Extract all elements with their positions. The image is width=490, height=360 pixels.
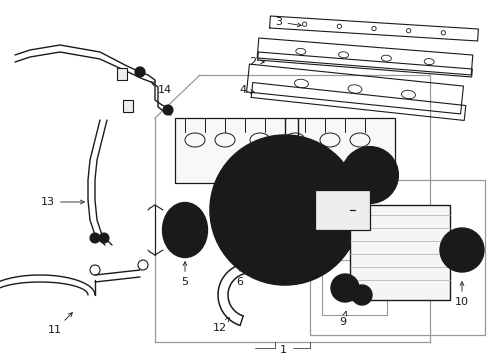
Circle shape xyxy=(260,168,360,268)
Text: 7: 7 xyxy=(310,235,346,245)
Circle shape xyxy=(260,185,310,235)
Bar xyxy=(117,68,127,80)
Bar xyxy=(315,190,370,230)
Circle shape xyxy=(163,105,173,115)
Ellipse shape xyxy=(224,210,256,250)
Circle shape xyxy=(440,228,484,272)
Bar xyxy=(310,180,485,335)
Circle shape xyxy=(342,147,398,203)
Text: 14: 14 xyxy=(151,82,172,95)
Ellipse shape xyxy=(163,202,207,257)
Text: 10: 10 xyxy=(455,282,469,307)
Bar xyxy=(175,118,395,183)
Bar xyxy=(350,205,450,300)
Text: 6: 6 xyxy=(237,262,244,287)
Text: 1: 1 xyxy=(279,345,287,355)
Circle shape xyxy=(352,285,372,305)
Text: 2: 2 xyxy=(249,57,264,67)
Circle shape xyxy=(210,135,360,285)
Text: 4: 4 xyxy=(240,85,254,95)
Text: 8: 8 xyxy=(337,165,343,186)
Text: 9: 9 xyxy=(340,311,347,327)
Text: 5: 5 xyxy=(181,262,189,287)
Circle shape xyxy=(331,274,359,302)
Ellipse shape xyxy=(446,230,478,270)
Bar xyxy=(123,100,133,112)
Circle shape xyxy=(99,233,109,243)
Text: 13: 13 xyxy=(41,197,84,207)
Circle shape xyxy=(447,235,477,265)
Text: 3: 3 xyxy=(275,17,301,27)
Text: 12: 12 xyxy=(213,318,229,333)
Bar xyxy=(322,260,387,315)
Circle shape xyxy=(90,233,100,243)
Circle shape xyxy=(135,67,145,77)
Text: 11: 11 xyxy=(48,312,73,335)
